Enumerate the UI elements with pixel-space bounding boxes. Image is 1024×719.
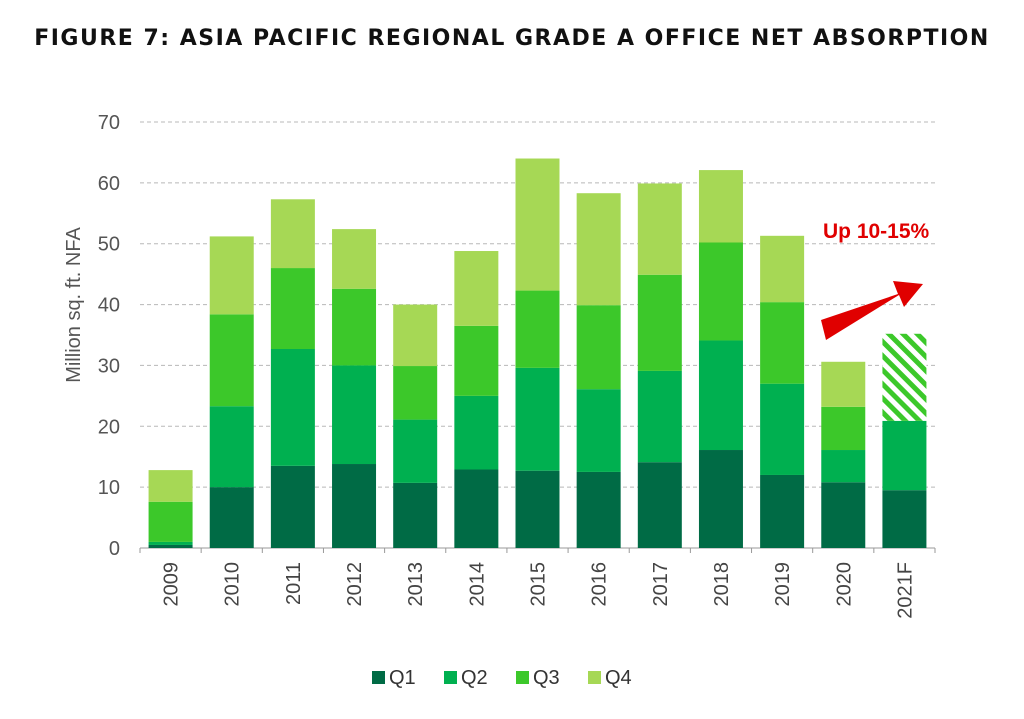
bar-2014-Q1 bbox=[454, 469, 499, 548]
bar-2010-Q4 bbox=[209, 236, 254, 315]
bar-2018-Q1 bbox=[698, 450, 743, 548]
bar-2011-Q1 bbox=[270, 465, 315, 548]
bar-2011-Q3 bbox=[270, 268, 315, 349]
bar-2013-Q2 bbox=[393, 419, 438, 483]
bar-2013-Q1 bbox=[393, 482, 438, 548]
bar-2009-Q1 bbox=[148, 544, 193, 548]
bar-2017-Q2 bbox=[637, 370, 682, 463]
bar-2021F-Q2 bbox=[882, 420, 927, 491]
y-axis-label: Million sq. ft. NFA bbox=[63, 227, 85, 383]
legend-label-Q1: Q1 bbox=[389, 667, 416, 689]
bar-2016-Q3 bbox=[576, 305, 621, 390]
bar-2019-Q2 bbox=[760, 383, 805, 475]
bar-2012-Q3 bbox=[332, 288, 377, 366]
bar-2019-Q1 bbox=[760, 474, 805, 548]
y-tick-label-0: 0 bbox=[109, 538, 120, 560]
y-tick-label-30: 30 bbox=[98, 355, 120, 377]
legend-swatch-Q3 bbox=[516, 671, 529, 684]
bar-2011-Q4 bbox=[270, 199, 315, 269]
bar-2016-Q1 bbox=[576, 471, 621, 548]
y-tick-label-40: 40 bbox=[98, 295, 120, 317]
bar-2011-Q2 bbox=[270, 348, 315, 466]
x-tick-label-2014: 2014 bbox=[466, 562, 488, 607]
legend-label-Q4: Q4 bbox=[605, 667, 632, 689]
axes bbox=[139, 547, 936, 553]
x-tick-label-2017: 2017 bbox=[650, 562, 672, 607]
x-tick-label-2020: 2020 bbox=[833, 562, 855, 607]
x-tick-label-2018: 2018 bbox=[711, 562, 733, 607]
growth-annotation: Up 10-15% bbox=[823, 220, 930, 243]
bar-2010-Q2 bbox=[209, 406, 254, 488]
bar-2014-Q3 bbox=[454, 325, 499, 396]
bar-2014-Q2 bbox=[454, 395, 499, 470]
legend-swatch-Q2 bbox=[444, 671, 457, 684]
bar-2020-Q2 bbox=[821, 450, 866, 483]
chart-title: FIGURE 7: ASIA PACIFIC REGIONAL GRADE A … bbox=[34, 26, 990, 51]
bar-2020-Q4 bbox=[821, 361, 866, 407]
x-tick-label-2011: 2011 bbox=[283, 562, 305, 605]
x-tick-label-2009: 2009 bbox=[161, 562, 183, 607]
bar-2021F-forecast-hatched bbox=[882, 333, 927, 421]
y-tick-label-20: 20 bbox=[98, 416, 120, 438]
x-tick-label-2012: 2012 bbox=[344, 562, 366, 607]
x-tick-label-2013: 2013 bbox=[405, 562, 427, 607]
bar-2019-Q4 bbox=[760, 235, 805, 303]
bar-2009-Q2 bbox=[148, 541, 193, 545]
x-tick-label-2010: 2010 bbox=[222, 562, 244, 607]
bar-2012-Q4 bbox=[332, 229, 377, 289]
bar-2017-Q3 bbox=[637, 274, 682, 371]
y-tick-label-60: 60 bbox=[98, 173, 120, 195]
bars bbox=[148, 158, 927, 548]
bar-2017-Q4 bbox=[637, 183, 682, 275]
bar-2009-Q3 bbox=[148, 501, 193, 542]
bar-2010-Q1 bbox=[209, 487, 254, 548]
bar-2014-Q4 bbox=[454, 251, 499, 326]
bar-2018-Q2 bbox=[698, 340, 743, 451]
bar-2012-Q1 bbox=[332, 464, 377, 548]
legend-swatch-Q4 bbox=[588, 671, 601, 684]
bar-2015-Q2 bbox=[515, 367, 560, 471]
trend-arrow-icon bbox=[821, 281, 923, 340]
bar-2021F-Q1 bbox=[882, 490, 927, 548]
bar-2018-Q3 bbox=[698, 242, 743, 341]
x-tick-label-2016: 2016 bbox=[589, 562, 611, 607]
bar-2015-Q3 bbox=[515, 290, 560, 368]
bar-2015-Q4 bbox=[515, 158, 560, 291]
legend-label-Q3: Q3 bbox=[533, 667, 560, 689]
bar-2013-Q3 bbox=[393, 366, 438, 420]
bar-2012-Q2 bbox=[332, 365, 377, 465]
y-tick-label-50: 50 bbox=[98, 234, 120, 256]
bar-2013-Q4 bbox=[393, 304, 438, 367]
bar-2010-Q3 bbox=[209, 314, 254, 407]
x-tick-label-2021F: 2021F bbox=[894, 562, 916, 619]
bar-2020-Q3 bbox=[821, 406, 866, 451]
x-tick-label-2019: 2019 bbox=[772, 562, 794, 607]
y-tick-label-10: 10 bbox=[98, 477, 120, 499]
labels: 0 10 20 30 40 50 60 70 2009 2010 2011 2012 2013 2014 2… bbox=[98, 112, 917, 619]
bar-2016-Q4 bbox=[576, 193, 621, 306]
legend-label-Q2: Q2 bbox=[461, 667, 488, 689]
bar-2016-Q2 bbox=[576, 389, 621, 472]
bar-2017-Q1 bbox=[637, 462, 682, 548]
bar-2009-Q4 bbox=[148, 470, 193, 502]
y-tick-label-70: 70 bbox=[98, 112, 120, 134]
bar-2015-Q1 bbox=[515, 470, 560, 548]
x-tick-label-2015: 2015 bbox=[528, 562, 550, 607]
bar-2020-Q1 bbox=[821, 482, 866, 548]
bar-2019-Q3 bbox=[760, 302, 805, 384]
bar-2018-Q4 bbox=[698, 170, 743, 243]
legend: Q1 Q2 Q3 Q4 bbox=[372, 667, 632, 689]
legend-swatch-Q1 bbox=[372, 671, 385, 684]
